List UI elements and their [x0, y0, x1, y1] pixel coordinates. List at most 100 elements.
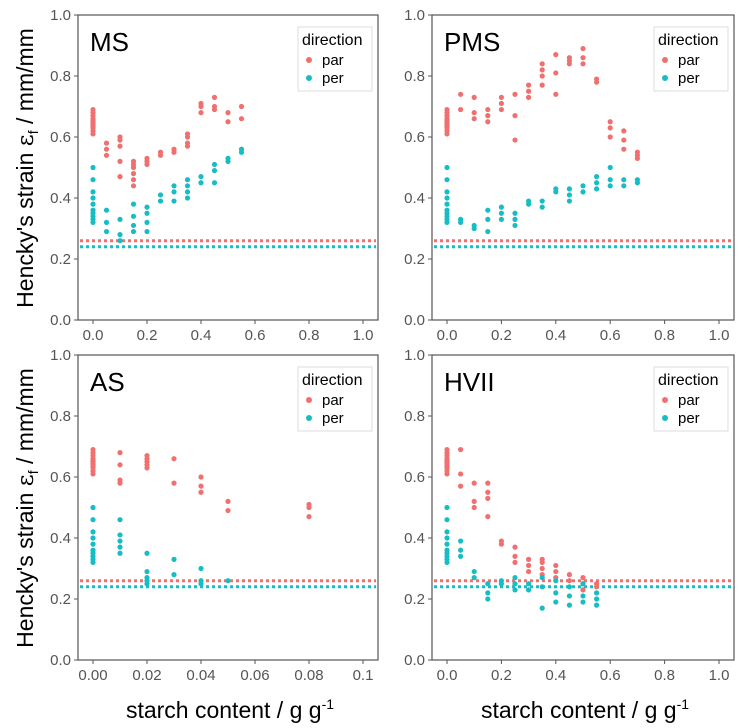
data-point-per	[512, 587, 518, 593]
x-tick-label: 0.8	[654, 327, 675, 344]
data-point-par	[144, 465, 150, 471]
x-tick-label: 0.4	[545, 667, 566, 684]
data-point-per	[566, 593, 573, 599]
data-point-per	[634, 180, 641, 186]
data-point-per	[580, 581, 586, 587]
panel-label: PMS	[444, 27, 500, 57]
data-point-par	[458, 91, 464, 97]
data-point-par	[621, 137, 627, 143]
data-point-per	[225, 158, 231, 164]
data-point-per	[117, 232, 123, 238]
data-point-per	[90, 195, 96, 201]
data-point-par	[539, 565, 545, 572]
legend-title: direction	[658, 32, 718, 49]
panel-pms: 0.0 0.2 0.4 0.6 0.8 1.0 0.0 0.2 0.4 0.6 0.8 1.0 PMS d…	[404, 7, 735, 344]
data-point-per	[171, 183, 177, 189]
data-point-par	[90, 471, 96, 477]
data-point-par	[117, 174, 123, 180]
data-point-par	[485, 119, 491, 125]
data-point-per	[171, 198, 177, 204]
data-point-per	[117, 538, 123, 544]
data-point-per	[90, 504, 96, 511]
data-point-per	[444, 177, 450, 183]
data-point-per	[485, 596, 491, 602]
data-point-par	[144, 161, 150, 168]
legend-label-par: par	[322, 392, 344, 409]
data-point-per	[539, 605, 545, 611]
data-point-per	[485, 590, 491, 596]
data-point-par	[526, 562, 532, 569]
data-point-per	[238, 149, 245, 155]
data-point-per	[90, 529, 96, 535]
data-point-par	[471, 480, 477, 486]
x-tick-label: 0.4	[191, 327, 212, 344]
data-point-par	[117, 158, 123, 164]
data-point-par	[553, 91, 559, 97]
data-point-per	[184, 189, 191, 195]
y-tick-label: 0.0	[404, 312, 425, 329]
data-point-per	[211, 161, 218, 168]
legend-label-per: per	[322, 70, 344, 87]
data-point-par	[580, 575, 586, 581]
data-point-per	[594, 602, 600, 608]
data-point-par	[485, 106, 491, 113]
data-point-par	[553, 70, 559, 76]
data-point-per	[90, 541, 96, 547]
data-point-per	[198, 581, 204, 587]
data-point-par	[566, 572, 573, 578]
data-point-per	[553, 590, 559, 596]
data-point-per	[90, 517, 96, 523]
data-point-per	[471, 575, 477, 581]
data-point-per	[566, 192, 573, 198]
data-point-par	[580, 587, 586, 593]
data-point-par	[580, 61, 586, 67]
y-tick-label: 0.6	[404, 469, 425, 486]
data-point-par	[485, 480, 491, 486]
data-point-per	[498, 204, 504, 210]
legend-marker-par	[662, 57, 668, 63]
data-point-per	[211, 167, 218, 174]
x-tick-label: 0.02	[132, 667, 161, 684]
data-point-par	[512, 113, 518, 119]
data-point-par	[198, 474, 204, 480]
data-point-per	[485, 216, 491, 222]
data-point-par	[553, 52, 559, 58]
data-point-par	[130, 171, 137, 177]
x-tick-label: 0.00	[78, 667, 107, 684]
data-point-per	[526, 587, 532, 593]
data-point-per	[444, 504, 450, 511]
data-point-per	[471, 225, 477, 232]
data-point-par	[458, 446, 464, 453]
panel-label: AS	[90, 367, 125, 397]
data-point-per	[198, 174, 204, 180]
data-point-par	[539, 559, 545, 566]
y-tick-label: 0.0	[404, 652, 425, 669]
data-point-per	[594, 590, 600, 596]
data-point-par	[171, 456, 177, 462]
legend-title: direction	[658, 372, 718, 389]
data-point-per	[144, 581, 150, 587]
data-point-par	[566, 61, 573, 67]
legend-label-per: per	[678, 70, 700, 87]
data-point-par	[539, 73, 545, 79]
data-point-par	[485, 113, 491, 119]
y-tick-label: 0.4	[404, 530, 425, 547]
x-tick-label: 0.08	[294, 667, 323, 684]
legend-marker-par	[306, 397, 312, 403]
data-point-par	[471, 94, 477, 100]
data-point-per	[117, 544, 123, 550]
x-tick-label: 1.0	[353, 327, 374, 344]
data-point-per	[90, 177, 96, 183]
data-point-per	[198, 180, 204, 186]
data-point-per	[512, 575, 518, 581]
data-point-par	[498, 94, 504, 100]
y-tick-label: 0.4	[404, 190, 425, 207]
data-point-per	[553, 578, 559, 584]
x-tick-label: 0.2	[491, 667, 512, 684]
data-point-per	[580, 183, 586, 189]
data-point-per	[444, 201, 450, 207]
data-point-per	[90, 535, 96, 541]
